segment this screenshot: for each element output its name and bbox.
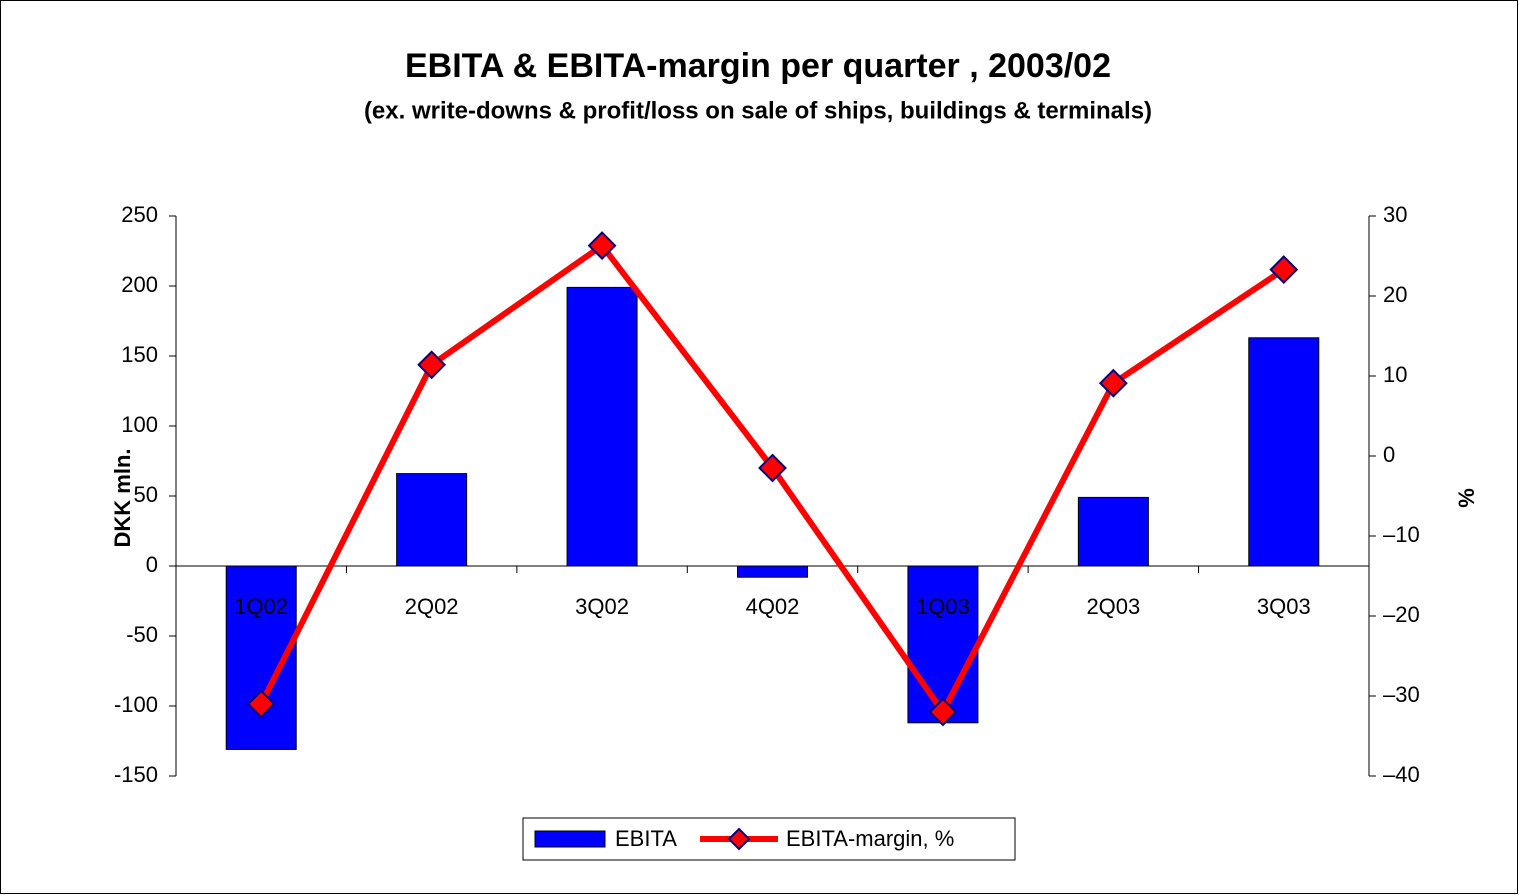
y-tick-label: 50 — [134, 482, 158, 507]
x-tick-label: 1Q03 — [916, 594, 970, 619]
x-tick-label: 1Q02 — [234, 594, 288, 619]
bar — [1248, 337, 1320, 567]
x-tick-label: 3Q03 — [1257, 594, 1311, 619]
y2-tick-label: –30 — [1383, 682, 1420, 707]
legend-label: EBITA-margin, % — [786, 826, 954, 851]
y-tick-label: -50 — [126, 622, 158, 647]
chart-title: EBITA & EBITA-margin per quarter , 2003/… — [405, 47, 1111, 85]
y-tick-label: 0 — [146, 552, 158, 577]
marker — [928, 697, 958, 727]
x-tick-label: 4Q02 — [746, 594, 800, 619]
y2-tick-label: 30 — [1383, 202, 1407, 227]
marker — [417, 350, 447, 380]
y-tick-label: 150 — [121, 342, 158, 367]
bar — [566, 286, 638, 567]
y-tick-label: 250 — [121, 202, 158, 227]
y2-axis-label: % — [1454, 488, 1479, 508]
legend-swatch — [534, 830, 606, 848]
bar — [737, 565, 808, 578]
y2-tick-label: –10 — [1383, 522, 1420, 547]
marker — [587, 231, 617, 261]
bar — [1077, 496, 1149, 567]
marker — [1098, 368, 1128, 398]
x-tick-label: 2Q03 — [1086, 594, 1140, 619]
y-tick-label: 200 — [121, 272, 158, 297]
x-tick-label: 2Q02 — [405, 594, 459, 619]
chart-subtitle: (ex. write-downs & profit/loss on sale o… — [364, 97, 1152, 124]
legend-marker — [727, 827, 751, 851]
y2-tick-label: 20 — [1383, 282, 1407, 307]
bar — [396, 473, 468, 567]
y2-tick-label: 10 — [1383, 362, 1407, 387]
y-tick-label: 100 — [121, 412, 158, 437]
y-tick-label: -100 — [114, 692, 158, 717]
marker — [246, 689, 276, 719]
marker — [1269, 255, 1299, 285]
y-tick-label: -150 — [114, 762, 158, 787]
y2-tick-label: 0 — [1383, 442, 1395, 467]
y2-tick-label: –20 — [1383, 602, 1420, 627]
marker — [758, 453, 787, 483]
bar — [907, 565, 979, 724]
y-axis-label: DKK mln. — [110, 449, 135, 548]
legend-label: EBITA — [615, 826, 677, 851]
x-tick-label: 3Q02 — [575, 594, 629, 619]
y2-tick-label: –40 — [1383, 762, 1420, 787]
